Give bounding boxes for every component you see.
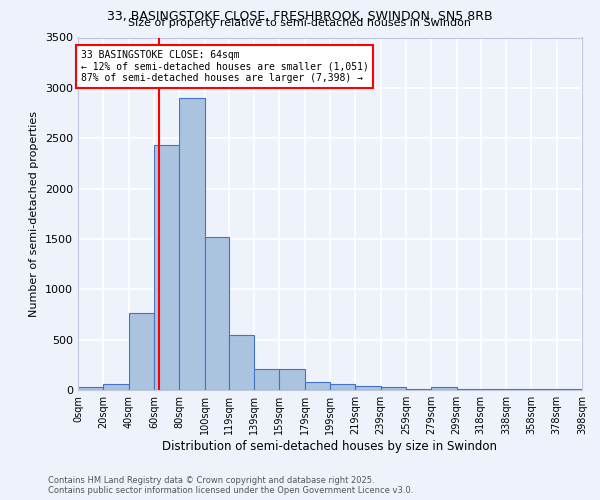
Bar bbox=[205, 237, 229, 390]
Text: 33 BASINGSTOKE CLOSE: 64sqm
← 12% of semi-detached houses are smaller (1,051)
87: 33 BASINGSTOKE CLOSE: 64sqm ← 12% of sem… bbox=[80, 50, 368, 83]
Bar bbox=[330, 384, 355, 390]
Bar bbox=[78, 387, 103, 390]
Bar bbox=[280, 370, 305, 390]
Y-axis label: Number of semi-detached properties: Number of semi-detached properties bbox=[29, 111, 40, 317]
Text: Size of property relative to semi-detached houses in Swindon: Size of property relative to semi-detach… bbox=[128, 18, 472, 28]
Bar bbox=[406, 389, 431, 390]
Bar bbox=[355, 386, 380, 390]
Bar bbox=[128, 314, 154, 390]
Bar bbox=[103, 384, 128, 390]
Text: 33, BASINGSTOKE CLOSE, FRESHBROOK, SWINDON, SN5 8RB: 33, BASINGSTOKE CLOSE, FRESHBROOK, SWIND… bbox=[107, 10, 493, 23]
X-axis label: Distribution of semi-detached houses by size in Swindon: Distribution of semi-detached houses by … bbox=[163, 440, 497, 453]
Bar bbox=[254, 370, 280, 390]
Bar bbox=[305, 382, 330, 390]
Bar bbox=[229, 334, 254, 390]
Bar bbox=[154, 146, 179, 390]
Bar bbox=[380, 388, 406, 390]
Bar bbox=[431, 388, 457, 390]
Bar bbox=[179, 98, 205, 390]
Text: Contains HM Land Registry data © Crown copyright and database right 2025.
Contai: Contains HM Land Registry data © Crown c… bbox=[48, 476, 413, 495]
